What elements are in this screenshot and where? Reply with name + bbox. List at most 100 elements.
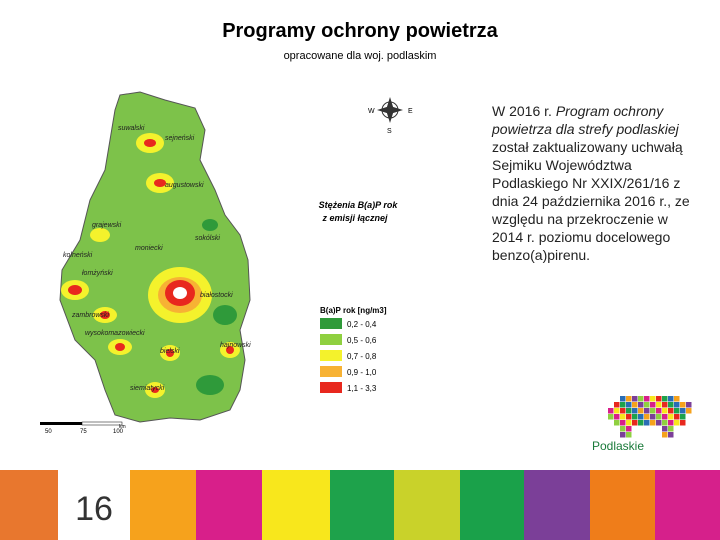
logo-pixel <box>674 402 680 408</box>
logo-pixel <box>668 396 674 402</box>
legend-title: Stężenia B(a)P rok <box>319 200 399 210</box>
logo-pixel <box>656 408 662 414</box>
logo-pixel <box>662 420 668 426</box>
logo-pixel <box>626 402 632 408</box>
logo-pixel <box>668 408 674 414</box>
logo-text: Podlaskie <box>592 439 644 453</box>
scale-bar: 50 75 100 km <box>40 421 126 435</box>
district-label: moniecki <box>135 245 163 252</box>
legend-label: 0,2 - 0,4 <box>347 320 377 329</box>
pollution-zones <box>61 133 240 398</box>
logo-pixel <box>620 414 626 420</box>
compass-s: S <box>387 128 392 135</box>
district-label: bielski <box>160 348 180 355</box>
logo-pixel <box>668 420 674 426</box>
logo-pixel <box>650 408 656 414</box>
bar <box>394 470 460 540</box>
compass-e: E <box>408 108 413 115</box>
page-number: 16 <box>58 470 130 540</box>
legend-swatch <box>320 334 342 345</box>
logo-pixel <box>638 396 644 402</box>
logo-pixel <box>680 402 686 408</box>
district-label: siemiatycki <box>130 385 165 392</box>
region <box>59 91 251 423</box>
legend-label: 0,7 - 0,8 <box>347 352 377 361</box>
legend-swatch <box>320 366 342 377</box>
logo-pixel <box>620 432 626 438</box>
logo-pixel <box>638 402 644 408</box>
logo-pixel <box>662 432 668 438</box>
logo-pixel <box>674 396 680 402</box>
logo-pixel <box>662 402 668 408</box>
district-label: hajnowski <box>220 342 251 349</box>
logo-pixel <box>656 396 662 402</box>
logo-pixel <box>626 420 632 426</box>
logo-pixel <box>668 432 674 438</box>
text-italic: Program ochrony powietrza dla strefy pod… <box>492 103 679 137</box>
bar <box>590 470 655 540</box>
logo-pixel <box>644 420 650 426</box>
district-label: suwalski <box>118 125 145 132</box>
bar <box>196 470 262 540</box>
logo-pixel <box>638 420 644 426</box>
logo-pixel <box>644 402 650 408</box>
district-label: augustowski <box>165 182 204 189</box>
logo-pixel <box>656 402 662 408</box>
legend-swatch <box>320 350 342 361</box>
text: W 2016 r. <box>492 103 556 119</box>
bar <box>460 470 524 540</box>
logo-pixel <box>620 420 626 426</box>
legend-label: 0,5 - 0,6 <box>347 336 377 345</box>
logo-pixel <box>674 414 680 420</box>
compass: W E S <box>368 97 413 135</box>
logo-pixel <box>626 432 632 438</box>
legend: 0,2 - 0,4 0,5 - 0,6 0,7 - 0,8 0,9 - 1,0 1,1 … <box>320 318 377 393</box>
logo-pixel <box>638 408 644 414</box>
legend-swatch <box>320 382 342 393</box>
scale-label: 50 <box>45 429 52 435</box>
legend-label: 0,9 - 1,0 <box>347 368 377 377</box>
logo-pixel <box>632 414 638 420</box>
logo-pixel <box>668 414 674 420</box>
logo-pixel <box>608 408 614 414</box>
logo-pixel <box>632 396 638 402</box>
logo-pixel <box>614 414 620 420</box>
bar <box>330 470 394 540</box>
logo-pixel <box>674 420 680 426</box>
logo-pixel <box>650 414 656 420</box>
logo-pixel <box>680 408 686 414</box>
bar <box>524 470 590 540</box>
logo-pixel <box>620 402 626 408</box>
logo-pixel <box>614 408 620 414</box>
logo-pixel <box>644 408 650 414</box>
logo-pixel <box>620 408 626 414</box>
compass-w: W <box>368 108 375 115</box>
logo-pixel <box>668 426 674 432</box>
district-label: białostocki <box>200 292 233 299</box>
logo-pixel <box>668 402 674 408</box>
district-label: sokólski <box>195 235 220 242</box>
district-label: kolneński <box>63 252 93 259</box>
logo-pixel <box>680 414 686 420</box>
logo-pixel <box>662 396 668 402</box>
logo-pixel <box>626 426 632 432</box>
body-text: W 2016 r. Program ochrony powietrza dla … <box>492 102 702 264</box>
logo-pixel <box>626 408 632 414</box>
logo: Podlaskie <box>592 396 692 453</box>
legend-label: 1,1 - 3,3 <box>347 384 377 393</box>
logo-pixel <box>650 402 656 408</box>
logo-pixel <box>632 402 638 408</box>
logo-pixel <box>626 396 632 402</box>
logo-pixel <box>680 420 686 426</box>
logo-pixel <box>614 402 620 408</box>
bar <box>655 470 720 540</box>
bar <box>130 470 196 540</box>
logo-pixel <box>608 414 614 420</box>
subtitle: opracowane dla woj. podlaskim <box>283 50 437 62</box>
scale-label: 75 <box>80 429 87 435</box>
logo-pixel <box>662 414 668 420</box>
logo-mark <box>608 396 692 438</box>
bar <box>0 470 58 540</box>
logo-pixel <box>626 414 632 420</box>
